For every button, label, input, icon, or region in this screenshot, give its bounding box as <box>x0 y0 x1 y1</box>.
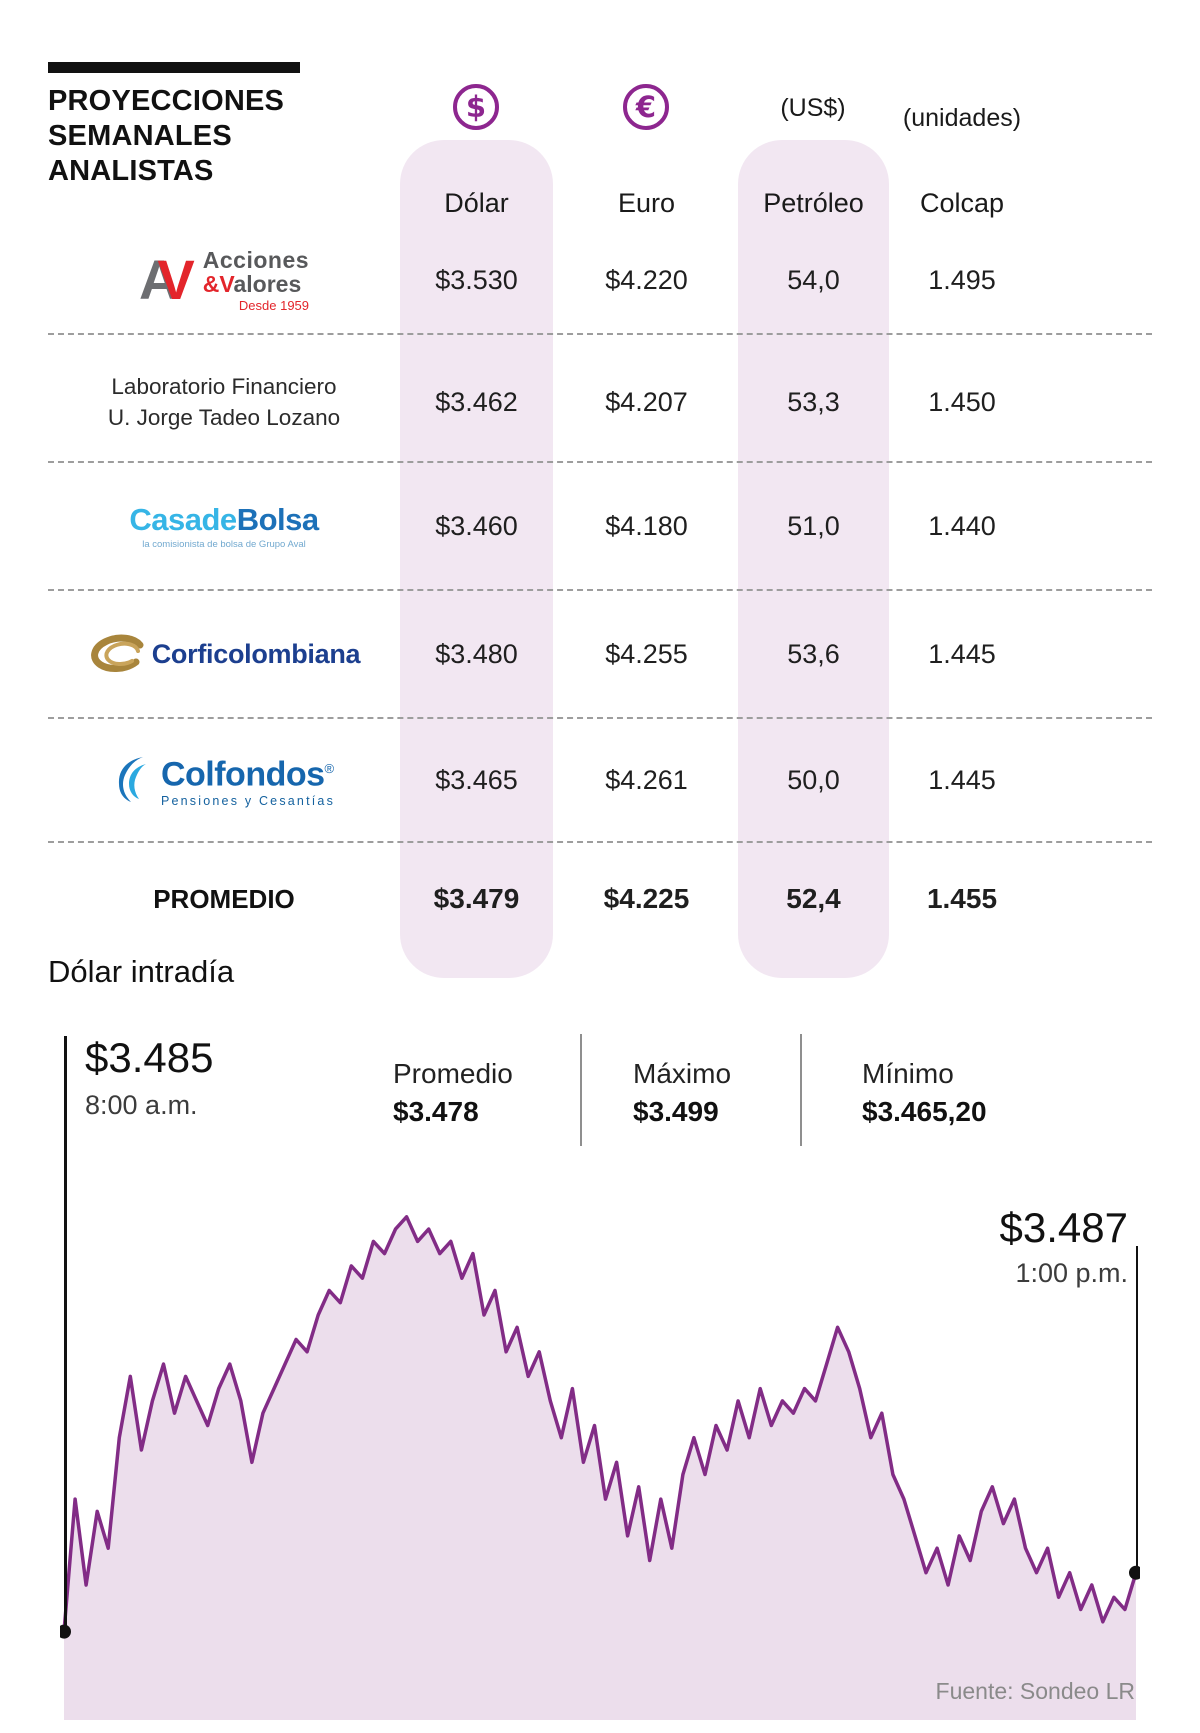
stats-divider <box>800 1034 802 1146</box>
intraday-close-time: 1:00 p.m. <box>1015 1258 1128 1288</box>
euro-value: $4.255 <box>605 638 688 669</box>
page-title: PROYECCIONES SEMANALES ANALISTAS <box>48 84 284 189</box>
row-divider <box>48 717 1152 719</box>
colcap-value: 1.440 <box>928 510 996 541</box>
euro-value: $4.180 <box>605 510 688 541</box>
close-marker-line <box>1135 1246 1138 1573</box>
open-marker-line <box>64 1036 67 1632</box>
table-row-promedio: PROMEDIO $3.479 $4.225 52,4 1.455 <box>48 844 1152 954</box>
dolar-value: $3.480 <box>435 638 518 669</box>
euro-value: $4.220 <box>605 264 688 295</box>
dollar-circle-icon: $ <box>453 84 499 130</box>
page-title-line3: ANALISTAS <box>48 155 214 187</box>
dolar-highlight-band <box>400 140 553 978</box>
dolar-value: $3.530 <box>435 264 518 295</box>
corficolombiana-logo: Corficolombiana <box>48 631 400 677</box>
dolar-value: $3.462 <box>435 386 518 417</box>
source-credit: Fuente: Sondeo LR <box>935 1678 1135 1704</box>
dolar-value: $3.460 <box>435 510 518 541</box>
table-row-corficolombiana: Corficolombiana $3.480 $4.255 53,6 1.445 <box>48 592 1152 716</box>
petroleo-value: 50,0 <box>787 764 840 795</box>
petroleo-value: 53,6 <box>787 638 840 669</box>
corficolombiana-wordmark: Corficolombiana <box>151 638 361 669</box>
title-accent-bar <box>48 62 300 73</box>
petroleo-highlight-band <box>738 140 889 978</box>
intraday-area-chart <box>60 1215 1140 1720</box>
petroleo-value: 53,3 <box>787 386 840 417</box>
colcap-unit-label: (unidades) <box>902 104 1022 132</box>
euro-circle-icon: € <box>623 84 669 130</box>
row-divider <box>48 333 1152 335</box>
stat-promedio-value: $3.478 <box>393 1096 479 1127</box>
colcap-value: 1.450 <box>928 386 996 417</box>
colfondos-tagline: Pensiones y Cesantías <box>160 793 336 808</box>
intraday-open-time: 8:00 a.m. <box>85 1090 198 1120</box>
table-row-laboratorio: Laboratorio Financiero U. Jorge Tadeo Lo… <box>48 344 1152 460</box>
colfondos-logo: Colfondos® Pensiones y Cesantías <box>48 752 400 808</box>
column-label-petroleo: Petróleo <box>763 188 864 218</box>
stat-maximo-value: $3.499 <box>633 1096 719 1127</box>
stat-minimo-value: $3.465,20 <box>862 1096 987 1127</box>
dolar-average: $3.479 <box>433 883 520 914</box>
colcap-value: 1.495 <box>928 264 996 295</box>
intraday-section-title: Dólar intradía <box>48 954 235 989</box>
petroleo-unit-label: (US$) <box>780 94 846 122</box>
table-row-casadebolsa: CasadeBolsa la comisionista de bolsa de … <box>48 464 1152 588</box>
casadebolsa-tagline: la comisionista de bolsa de Grupo Aval <box>142 539 306 550</box>
row-divider <box>48 589 1152 591</box>
page-title-line2: SEMANALES <box>48 120 232 152</box>
stat-minimo-label: Mínimo <box>862 1058 954 1089</box>
column-label-dolar: Dólar <box>444 188 509 218</box>
petroleo-value: 51,0 <box>787 510 840 541</box>
row-divider <box>48 461 1152 463</box>
stat-maximo-label: Máximo <box>633 1058 732 1089</box>
petroleo-value: 54,0 <box>787 264 840 295</box>
petroleo-average: 52,4 <box>786 883 841 914</box>
page-title-line1: PROYECCIONES <box>48 85 285 117</box>
dolar-value: $3.465 <box>435 764 518 795</box>
euro-average: $4.225 <box>603 883 690 914</box>
euro-value: $4.207 <box>605 386 688 417</box>
colfondos-wordmark: Colfondos <box>160 755 325 794</box>
laboratorio-name: Laboratorio Financiero U. Jorge Tadeo Lo… <box>107 374 341 430</box>
casadebolsa-logo: CasadeBolsa la comisionista de bolsa de … <box>129 502 319 550</box>
stat-promedio-label: Promedio <box>393 1058 513 1089</box>
colfondos-wave-icon <box>118 756 146 802</box>
intraday-close-value: $3.487 <box>999 1204 1128 1251</box>
colcap-value: 1.445 <box>928 764 996 795</box>
acciones-valores-wordmark: Acciones <box>202 246 310 273</box>
promedio-label: PROMEDIO <box>153 883 295 914</box>
table-row-colfondos: Colfondos® Pensiones y Cesantías $3.465 … <box>48 720 1152 840</box>
column-label-euro: Euro <box>617 188 676 218</box>
colcap-value: 1.445 <box>928 638 996 669</box>
corficolombiana-swoosh-icon <box>90 634 144 672</box>
stats-divider <box>580 1034 582 1146</box>
intraday-open-value: $3.485 <box>85 1034 214 1081</box>
column-label-colcap: Colcap <box>919 188 1005 218</box>
euro-value: $4.261 <box>605 764 688 795</box>
acciones-valores-tagline: Desde 1959 <box>238 297 310 313</box>
row-divider <box>48 841 1152 843</box>
colcap-average: 1.455 <box>926 883 998 914</box>
